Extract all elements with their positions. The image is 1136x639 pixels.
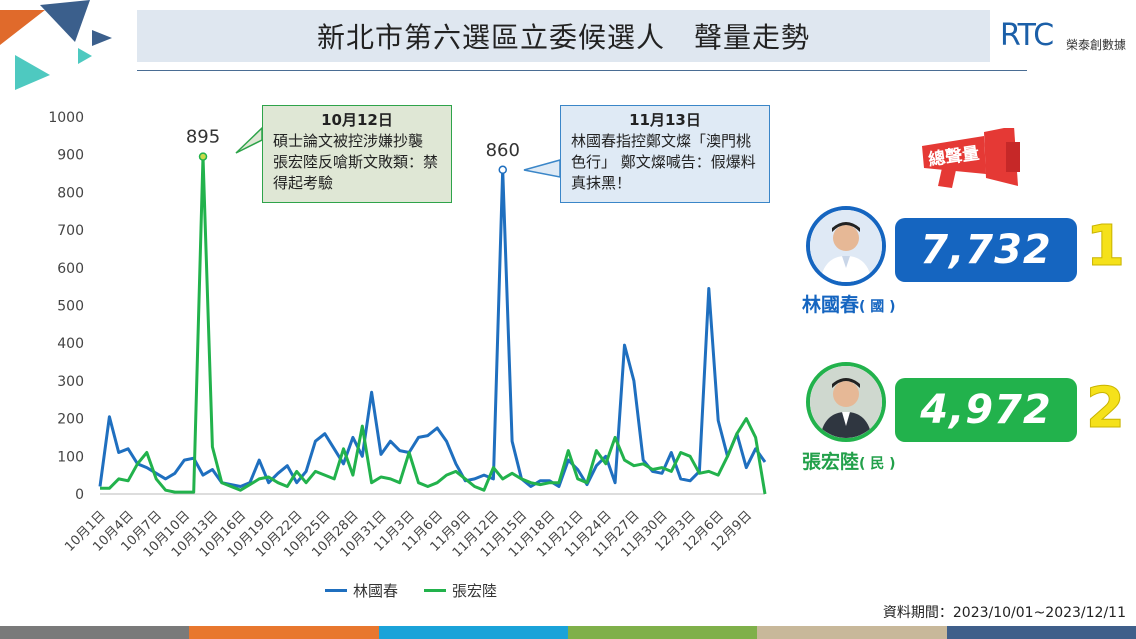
y-tick-label: 200 [57,412,84,428]
series-lines [98,155,767,495]
rtc-logo: RTC 榮泰創數據 [1000,18,1136,58]
logo-name: 榮泰創數據 [1066,38,1127,52]
candidate-name-zhang: 張宏陸( 民 ) [802,447,896,474]
x-axis: 10月1日10月4日10月7日10月10日10月13日10月16日10月19日1… [62,508,755,560]
legend-item-lin: 林國春 [325,580,398,601]
y-tick-label: 1000 [48,110,84,126]
callout-nov13: 11月13日 林國春指控鄭文燦「澳門桃色行」 鄭文燦喊告：假爆料真抹黑！ [560,105,770,203]
bottom-bar-segment [189,626,379,639]
peak-label: 895 [186,127,220,148]
avatar [806,206,886,286]
callout-date: 11月13日 [629,111,701,129]
bottom-bar-segment [0,626,190,639]
legend-label: 張宏陸 [452,582,498,600]
y-axis: 0 100 200 300 400 500 600 700 800 900 1000 [48,110,765,503]
logo-mark: RTC [1000,18,1054,53]
peak-marker [498,165,507,175]
person-icon [810,210,882,282]
y-tick-label: 800 [57,185,84,201]
legend-swatch-blue [325,589,347,592]
name-text: 張宏陸 [802,451,860,473]
data-period: 資料期間：2023/10/01~2023/12/11 [882,605,1126,621]
peak-annotations: 895 860 [186,126,561,178]
bottom-bar-segment [946,626,1136,639]
rank-zhang: 2 [1086,376,1126,442]
callout-oct12: 10月12日 碩士論文被控涉嫌抄襲 張宏陸反嗆斯文敗類：禁得起考驗 [262,105,452,203]
y-tick-label: 0 [75,487,84,503]
bottom-bar-segment [567,626,758,639]
peak-label: 860 [486,140,520,161]
callout-text: 林國春指控鄭文燦「澳門桃色行」 鄭文燦喊告：假爆料真抹黑！ [571,132,756,192]
page-title: 新北市第六選區立委候選人 聲量走勢 [137,10,990,62]
y-tick-label: 500 [57,299,84,315]
avatar [806,362,886,442]
candidate-name-lin: 林國春( 國 ) [802,290,896,317]
y-tick-label: 700 [57,223,84,239]
legend-swatch-green [424,589,447,592]
y-tick-label: 600 [57,261,84,277]
callout-pointer [523,159,561,178]
party-text: ( 民 ) [859,456,896,472]
y-tick-label: 400 [57,336,84,352]
bottom-bar-segment [757,626,947,639]
legend-label: 林國春 [353,582,399,600]
peak-marker [198,152,208,161]
chart-legend: 林國春 張宏陸 [325,580,497,601]
series-line-lin [98,168,767,488]
megaphone-icon: 總聲量 [922,128,1020,188]
line-chart: 0 100 200 300 400 500 600 700 800 900 1000 10月1日10… [48,110,767,561]
total-value-lin: 7,732 [895,218,1077,282]
rank-lin: 1 [1086,214,1126,280]
callout-date: 10月12日 [321,111,393,129]
person-icon [810,366,882,438]
y-tick-label: 100 [57,449,84,465]
party-text: ( 國 ) [859,299,896,315]
bottom-color-bar [0,626,1136,639]
callout-pointer [235,126,263,154]
y-tick-label: 300 [57,374,84,390]
name-text: 林國春 [802,294,860,316]
callout-text: 碩士論文被控涉嫌抄襲 張宏陸反嗆斯文敗類：禁得起考驗 [273,132,439,192]
decorative-triangles [0,0,112,90]
total-value-zhang: 4,972 [895,378,1077,442]
y-tick-label: 900 [57,148,84,164]
title-underline [137,70,1027,71]
series-line-zhang [100,155,767,495]
bottom-bar-segment [378,626,568,639]
legend-item-zhang: 張宏陸 [424,580,497,601]
